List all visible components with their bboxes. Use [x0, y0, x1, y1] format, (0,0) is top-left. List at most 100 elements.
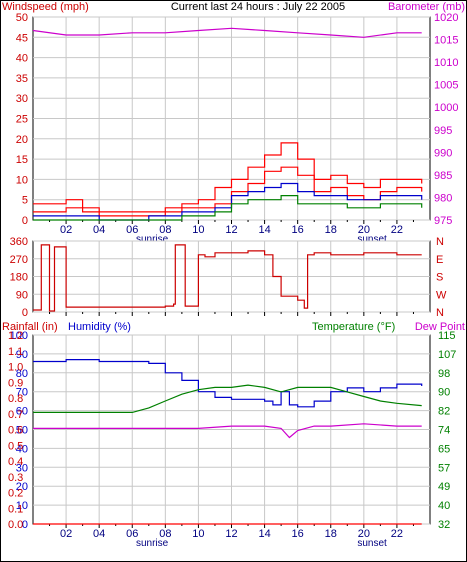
- series-line-temperature: [33, 384, 422, 413]
- rainfall-tick-label: 1.2: [8, 330, 23, 342]
- sunrise-label: sunrise: [136, 234, 169, 245]
- barometer-tick-label: 995: [434, 125, 452, 137]
- series-line-barometer: [32, 27, 422, 38]
- windspeed-tick-label: 40: [16, 53, 28, 65]
- direction-tick-label: 180: [10, 272, 28, 284]
- direction-tick-label: 270: [10, 254, 28, 266]
- wind-barometer-panel: 0510152025303540455097598098599099510001…: [16, 12, 459, 245]
- barometer-tick-label: 1020: [434, 12, 458, 24]
- rainfall-tick-label: 0.6: [8, 425, 23, 437]
- windspeed-tick-label: 20: [16, 134, 28, 146]
- windspeed-tick-label: 15: [16, 154, 28, 166]
- temperature-tick-label: 107: [438, 349, 456, 361]
- direction-tick-label: 0: [22, 307, 28, 319]
- x-tick-label: 10: [192, 528, 204, 540]
- windspeed-tick-label: 10: [16, 174, 28, 186]
- x-tick-label: 06: [126, 224, 138, 236]
- temperature-tick-label: 40: [438, 500, 450, 512]
- temperature-tick-label: 74: [438, 425, 450, 437]
- series-line-dew-point: [33, 423, 422, 439]
- x-tick-label: 18: [325, 528, 337, 540]
- humidity-tick-label: 10: [16, 500, 28, 512]
- windspeed-tick-label: 30: [16, 93, 28, 105]
- windspeed-tick-label: 25: [16, 114, 28, 126]
- compass-tick-label: N: [436, 307, 444, 319]
- barometer-tick-label: 1005: [434, 80, 458, 92]
- x-tick-label: 22: [391, 224, 403, 236]
- temperature-tick-label: 115: [438, 330, 456, 342]
- sunset-label: sunset: [357, 538, 387, 549]
- compass-tick-label: E: [436, 254, 443, 266]
- x-tick-label: 12: [225, 224, 237, 236]
- barometer-tick-label: 980: [434, 192, 452, 204]
- rainfall-tick-label: 0.7: [8, 409, 23, 421]
- windspeed-tick-label: 0: [22, 215, 28, 227]
- temperature-tick-label: 98: [438, 368, 450, 380]
- barometer-tick-label: 990: [434, 147, 452, 159]
- x-tick-label: 08: [159, 224, 171, 236]
- direction-tick-label: 90: [16, 289, 28, 301]
- windspeed-tick-label: 50: [16, 12, 28, 24]
- x-tick-label: 20: [358, 224, 370, 236]
- x-tick-label: 14: [258, 224, 270, 236]
- humidity-tick-label: 50: [16, 425, 28, 437]
- x-tick-label: 20: [358, 528, 370, 540]
- x-tick-label: 16: [292, 528, 304, 540]
- wind-direction-panel: 0 N 90 W 180 S 270 E 360 N: [10, 236, 447, 319]
- compass-tick-label: S: [436, 272, 443, 284]
- chart-title: Current last 24 hours : July 22 2005: [171, 1, 345, 13]
- humidity-tick-label: 0: [22, 519, 28, 531]
- barometer-tick-label: 1010: [434, 57, 458, 69]
- rainfall-tick-label: 0.1: [8, 503, 23, 515]
- series-line-lull: [33, 195, 423, 221]
- x-tick-label: 04: [93, 528, 105, 540]
- x-tick-label: 14: [258, 528, 270, 540]
- x-tick-label: 22: [391, 528, 403, 540]
- barometer-tick-label: 985: [434, 170, 452, 182]
- series-line-gust: [33, 142, 423, 213]
- humidity-tick-label: 40: [16, 443, 28, 455]
- x-tick-label: 10: [192, 224, 204, 236]
- barometer-tick-label: 1000: [434, 102, 458, 114]
- rainfall-tick-label: 0.2: [8, 488, 23, 500]
- temperature-tick-label: 32: [438, 519, 450, 531]
- temperature-tick-label: 57: [438, 462, 450, 474]
- x-tick-label: 08: [159, 528, 171, 540]
- barometer-tick-label: 1015: [434, 35, 458, 47]
- series-line-wind-direction: [33, 244, 422, 312]
- windspeed-tick-label: 5: [22, 195, 28, 207]
- rainfall-tick-label: 0.9: [8, 377, 23, 389]
- compass-tick-label: W: [436, 289, 447, 301]
- rainfall-tick-label: 0.8: [8, 393, 23, 405]
- direction-tick-label: 360: [10, 236, 28, 248]
- humidity-temperature-panel: 0 10 20 30 40 50 60 70 80 90 100 0.0 0.1 0.2 0.3 0.4 0.5…: [8, 330, 456, 549]
- rainfall-tick-label: 0.4: [8, 456, 23, 468]
- x-tick-label: 16: [292, 224, 304, 236]
- x-tick-label: 02: [60, 528, 72, 540]
- windspeed-tick-label: 35: [16, 73, 28, 85]
- compass-tick-label: N: [436, 236, 444, 248]
- rainfall-tick-label: 0.0: [8, 519, 23, 531]
- humidity-tick-label: 60: [16, 406, 28, 418]
- x-tick-label: 04: [93, 224, 105, 236]
- x-tick-label: 02: [60, 224, 72, 236]
- humidity-tick-label: 30: [16, 462, 28, 474]
- x-tick-label: 12: [225, 528, 237, 540]
- temperature-tick-label: 82: [438, 406, 450, 418]
- humidity-tick-label: 80: [16, 368, 28, 380]
- humidity-tick-label: 20: [16, 481, 28, 493]
- x-tick-label: 06: [126, 528, 138, 540]
- humidity-tick-label: 100: [10, 330, 28, 342]
- windspeed-axis-label: Windspeed (mph): [2, 1, 89, 13]
- temperature-tick-label: 49: [438, 481, 450, 493]
- temperature-axis-label: Temperature (°F): [312, 321, 395, 333]
- barometer-axis-label: Barometer (mb): [388, 1, 465, 13]
- humidity-tick-label: 70: [16, 387, 28, 399]
- temperature-tick-label: 90: [438, 387, 450, 399]
- rainfall-tick-label: 1.1: [8, 346, 23, 358]
- dewpoint-axis-label: Dew Point: [415, 321, 465, 333]
- rainfall-axis-label: Rainfall (in): [2, 321, 58, 333]
- humidity-tick-label: 90: [16, 349, 28, 361]
